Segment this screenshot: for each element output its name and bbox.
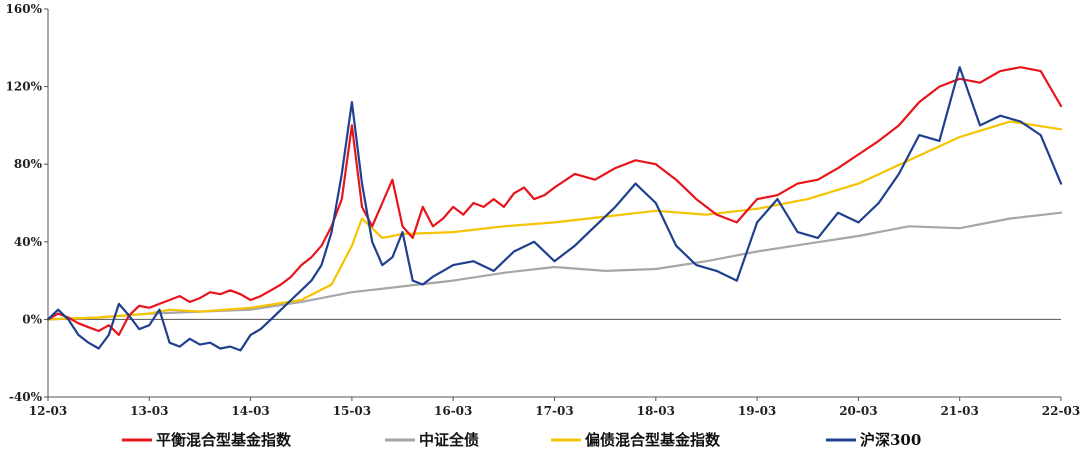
x-tick-label: 14-03 <box>231 404 269 418</box>
x-tick-label: 19-03 <box>738 404 776 418</box>
series-line-0 <box>46 66 1063 336</box>
x-tick-label: 20-03 <box>839 404 877 418</box>
legend-label-1: 中证全债 <box>419 431 479 449</box>
x-tick-label: 15-03 <box>333 404 371 418</box>
x-tick-label: 18-03 <box>637 404 675 418</box>
axes: 160% 120% 80% 40% 0% -40%12-03 13-03 14-03 15-03… <box>6 2 1080 418</box>
legend-label-3: 沪深300 <box>860 431 921 449</box>
y-tick-label: 80% <box>14 157 43 171</box>
y-tick-label: -40% <box>9 390 43 404</box>
y-tick-label: 120% <box>6 80 43 94</box>
legend-label-0: 平衡混合型基金指数 <box>156 431 292 449</box>
legend-label-2: 偏债混合型基金指数 <box>585 431 721 449</box>
x-tick-label: 22-03 <box>1042 404 1080 418</box>
x-tick-label: 16-03 <box>434 404 472 418</box>
y-tick-label: 40% <box>14 235 43 249</box>
series-line-2 <box>46 120 1063 321</box>
y-tick-label: 160% <box>6 2 43 16</box>
legend: 平衡混合型基金指数 中证全债 偏债混合型基金指数 沪深300 <box>122 431 921 449</box>
x-tick-label: 13-03 <box>130 404 168 418</box>
x-tick-label: 17-03 <box>535 404 573 418</box>
series-line-1 <box>46 211 1063 321</box>
x-tick-label: 12-03 <box>29 404 67 418</box>
series-line-3 <box>46 66 1063 352</box>
y-tick-label: 0% <box>22 312 42 326</box>
series-layer <box>46 66 1063 352</box>
x-tick-label: 21-03 <box>941 404 979 418</box>
